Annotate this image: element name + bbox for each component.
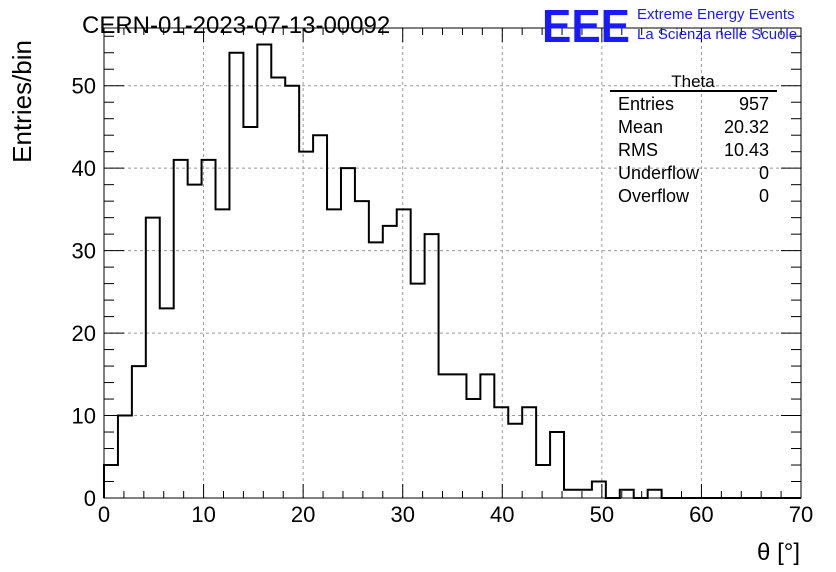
stats-label: Underflow xyxy=(618,163,700,183)
y-tick-label: 50 xyxy=(72,74,96,99)
x-axis-label: θ [°] xyxy=(757,539,800,566)
histogram-line xyxy=(103,43,801,499)
y-axis-label: Entries/bin xyxy=(7,40,37,163)
x-tick-label: 40 xyxy=(490,502,514,527)
x-tick-label: 20 xyxy=(291,502,315,527)
stats-value: 0 xyxy=(759,186,769,206)
eee-logo: EEE Extreme Energy Events La Scienza nel… xyxy=(542,0,797,52)
stats-value: 957 xyxy=(739,94,769,114)
y-tick-label: 30 xyxy=(72,239,96,264)
logo-line-1: Extreme Energy Events xyxy=(637,6,795,23)
stats-label: Mean xyxy=(618,117,663,137)
y-tick-label: 20 xyxy=(72,321,96,346)
x-tick-label: 60 xyxy=(689,502,713,527)
x-tick-label: 0 xyxy=(98,502,110,527)
axis-ticks xyxy=(103,28,802,499)
x-tick-labels: 0 10 20 30 40 50 60 70 xyxy=(98,502,813,527)
y-tick-labels: 0 10 20 30 40 50 xyxy=(72,74,96,511)
stats-value: 20.32 xyxy=(724,117,769,137)
stats-box: Theta Entries 957 Mean 20.32 RMS 10.43 Underfl… xyxy=(610,72,777,206)
stats-label: Entries xyxy=(618,94,674,114)
x-tick-label: 30 xyxy=(390,502,414,527)
x-tick-label: 50 xyxy=(590,502,614,527)
grid xyxy=(104,28,801,498)
x-tick-label: 10 xyxy=(191,502,215,527)
y-tick-label: 40 xyxy=(72,156,96,181)
stats-rows: Entries 957 Mean 20.32 RMS 10.43 Underflow 0 Ove… xyxy=(618,94,769,206)
y-tick-label: 10 xyxy=(72,404,96,429)
eee-logo-text: EEE xyxy=(542,0,630,52)
stats-value: 10.43 xyxy=(724,140,769,160)
y-tick-label: 0 xyxy=(84,486,96,511)
stats-label: RMS xyxy=(618,140,658,160)
logo-line-2: La Scienza nelle Scuole xyxy=(637,26,797,43)
stats-label: Overflow xyxy=(618,186,690,206)
chart-title: CERN-01-2023-07-13-00092 xyxy=(82,12,390,39)
stats-value: 0 xyxy=(759,163,769,183)
stats-title: Theta xyxy=(671,72,715,91)
x-tick-label: 70 xyxy=(789,502,813,527)
plot-frame xyxy=(103,27,802,499)
